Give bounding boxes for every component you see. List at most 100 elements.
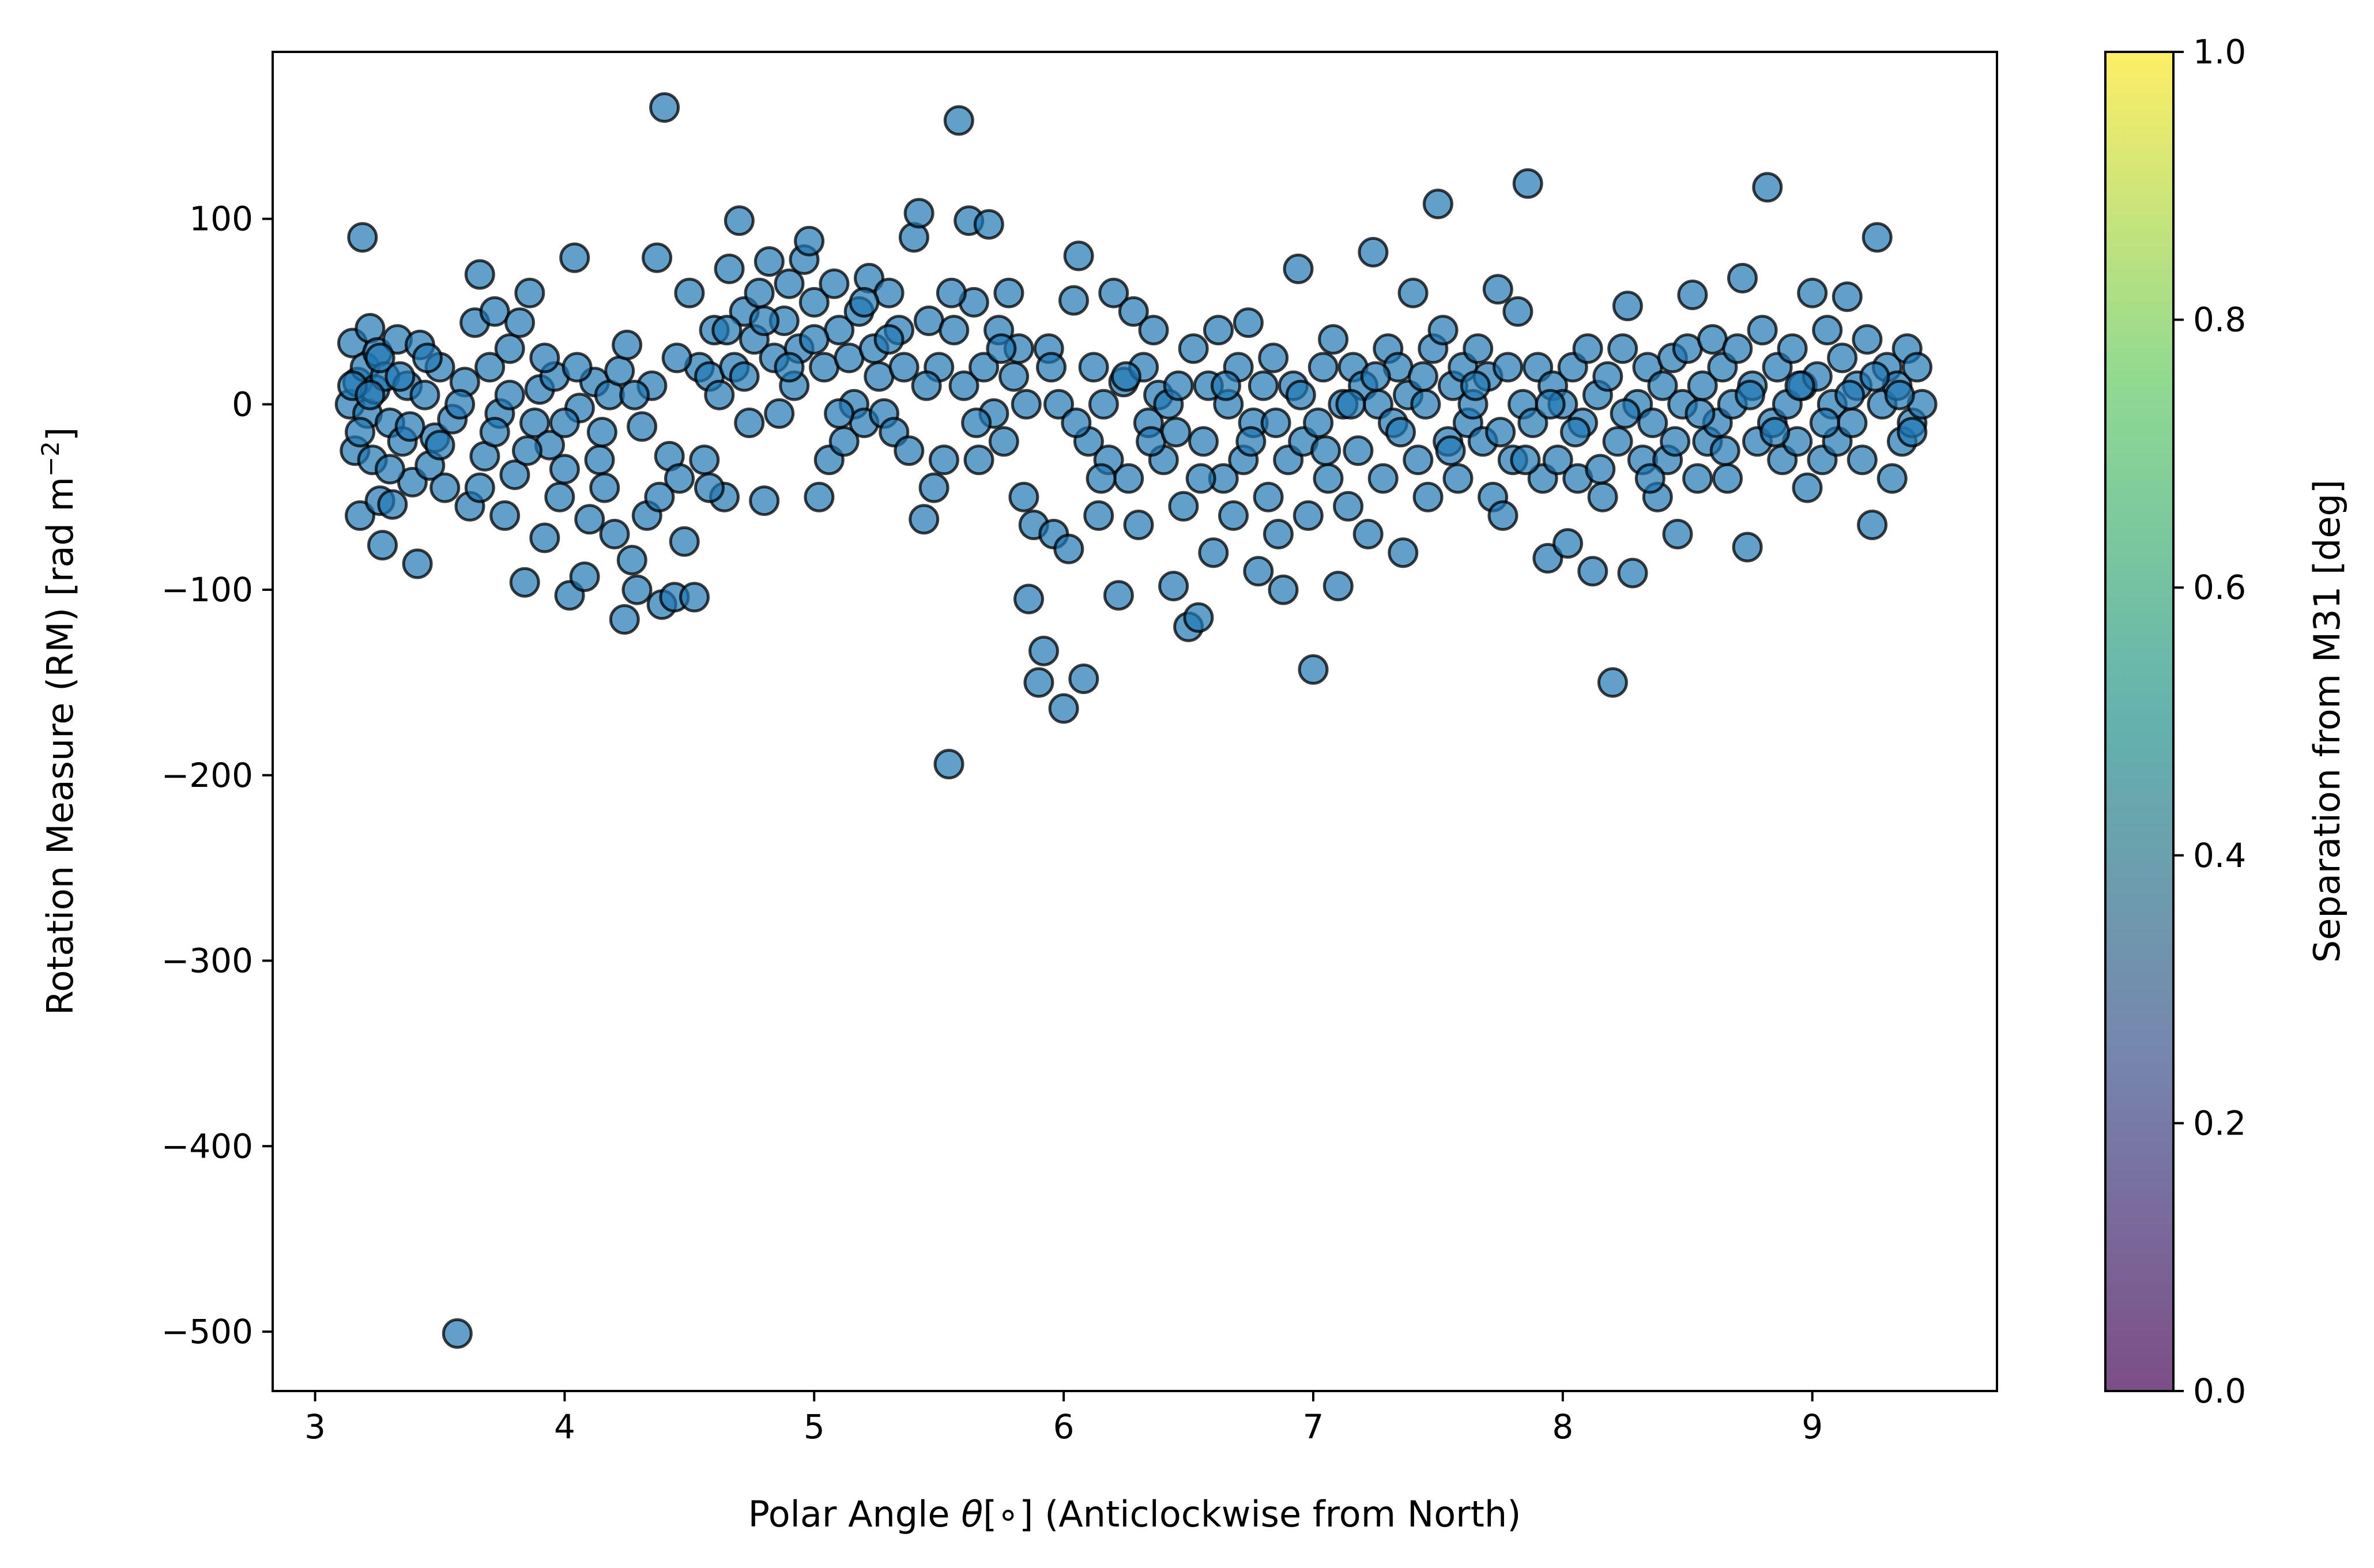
data-point — [1861, 222, 1893, 253]
data-point — [819, 268, 850, 299]
data-point — [529, 522, 560, 553]
data-point — [1585, 454, 1616, 485]
data-point — [1857, 510, 1888, 540]
x-axis: 3 4 5 6 7 8 9 — [304, 1391, 1823, 1446]
data-point — [993, 277, 1024, 308]
data-point — [644, 481, 675, 512]
data-point — [1685, 398, 1716, 429]
data-point — [1310, 435, 1342, 466]
data-point — [913, 306, 944, 336]
data-point — [1397, 277, 1429, 308]
data-point — [936, 277, 967, 308]
data-point — [1322, 571, 1354, 602]
data-point — [704, 379, 735, 410]
data-point — [1859, 361, 1890, 392]
data-point — [642, 242, 673, 273]
data-point — [998, 361, 1030, 392]
data-point — [1313, 463, 1344, 494]
data-point — [402, 548, 433, 579]
data-point — [562, 352, 593, 383]
data-point — [1759, 417, 1791, 448]
data-point — [664, 463, 695, 494]
data-point — [519, 408, 550, 438]
data-point — [961, 408, 992, 438]
data-point — [723, 205, 755, 236]
data-point — [1068, 664, 1099, 694]
data-point — [1834, 379, 1866, 410]
data-point — [464, 472, 495, 503]
colorbar-tick-label: 0.8 — [2193, 300, 2246, 340]
data-point — [1088, 389, 1119, 420]
data-point — [774, 352, 805, 383]
data-point — [798, 287, 830, 318]
data-point — [1560, 417, 1591, 448]
data-point — [1160, 417, 1192, 448]
data-point — [948, 370, 979, 401]
data-point — [355, 379, 386, 410]
data-point — [1218, 500, 1249, 531]
data-point — [1158, 571, 1189, 602]
data-point — [1335, 389, 1366, 420]
data-point — [1168, 491, 1199, 522]
data-point — [864, 361, 895, 392]
data-point — [1367, 463, 1399, 494]
colorbar-tick-label: 0.0 — [2193, 1371, 2246, 1411]
y-tick-label: −300 — [161, 941, 253, 981]
data-point — [1422, 189, 1453, 220]
data-point — [1812, 315, 1843, 346]
data-point — [367, 530, 398, 561]
data-point — [1043, 389, 1074, 420]
data-point — [479, 417, 510, 448]
data-point — [1809, 408, 1840, 438]
data-point — [943, 105, 974, 136]
data-point — [928, 444, 959, 476]
data-point — [1343, 435, 1374, 466]
data-point — [1203, 315, 1234, 346]
data-point — [734, 408, 765, 438]
data-point — [1258, 342, 1289, 374]
data-point — [1113, 463, 1144, 494]
data-point — [609, 604, 640, 635]
data-point — [1268, 574, 1299, 605]
data-point — [1053, 533, 1084, 564]
data-point — [604, 355, 635, 386]
data-point — [377, 489, 408, 520]
data-point — [1837, 408, 1868, 438]
data-point — [1136, 426, 1167, 457]
y-tick-label: 0 — [232, 385, 253, 424]
data-point — [1407, 361, 1438, 392]
data-point — [973, 209, 1004, 240]
data-point — [1493, 352, 1524, 383]
data-point — [474, 352, 506, 383]
data-point — [1876, 463, 1908, 494]
data-point — [963, 444, 994, 476]
data-point — [753, 246, 785, 277]
data-point — [514, 277, 545, 308]
data-point — [1078, 352, 1109, 383]
data-point — [1263, 519, 1294, 549]
data-point — [798, 324, 830, 355]
data-point — [849, 287, 880, 318]
data-point — [1013, 583, 1044, 615]
data-point — [1086, 463, 1117, 494]
data-point — [1587, 481, 1618, 512]
data-point — [903, 198, 934, 229]
data-point — [1283, 253, 1314, 284]
data-point — [494, 333, 525, 364]
data-point — [1435, 435, 1466, 466]
data-point — [679, 582, 710, 613]
data-point — [1023, 667, 1054, 698]
data-point — [347, 222, 378, 253]
data-point — [1063, 240, 1094, 272]
data-point — [1747, 315, 1778, 346]
data-point — [1512, 168, 1543, 199]
data-point — [1442, 463, 1474, 494]
data-point — [1784, 370, 1815, 401]
data-point — [689, 444, 720, 476]
data-point — [1233, 307, 1264, 338]
data-point — [512, 435, 542, 466]
data-point — [1352, 519, 1384, 549]
data-point — [345, 417, 375, 448]
data-point — [1682, 463, 1713, 494]
